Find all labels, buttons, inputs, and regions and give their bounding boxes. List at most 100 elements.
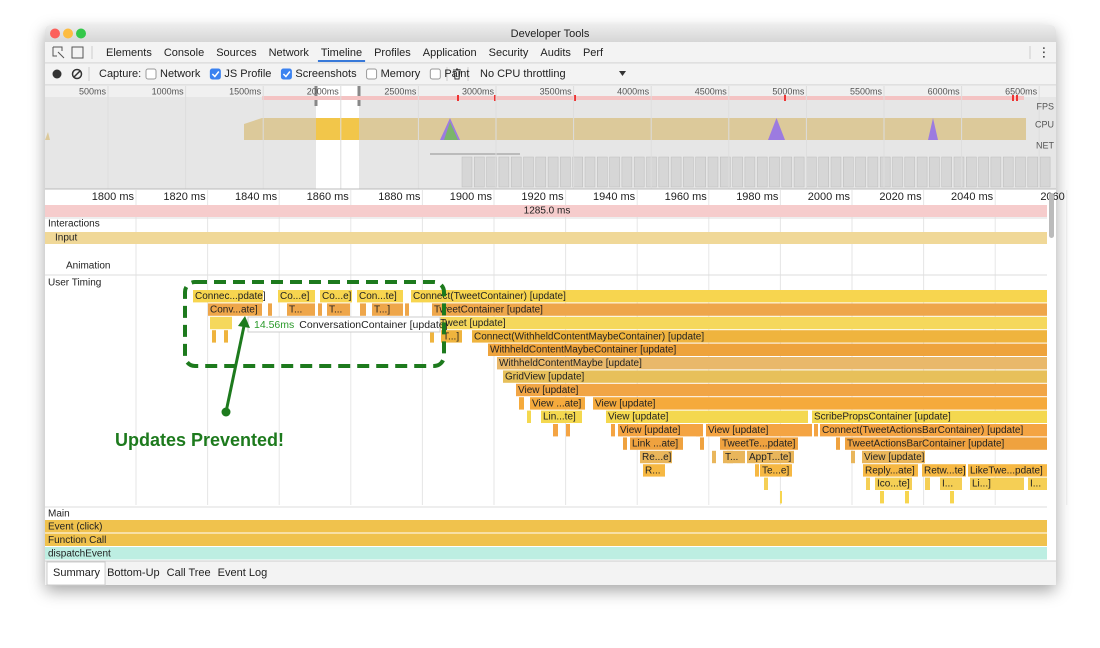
flame-bar[interactable] xyxy=(922,464,966,477)
tab[interactable]: Profiles xyxy=(374,47,411,59)
flame-bar[interactable] xyxy=(516,383,1047,397)
flame-bar[interactable] xyxy=(720,437,798,450)
menu-icon[interactable]: ⋮ xyxy=(1038,44,1051,59)
flame-bar[interactable] xyxy=(968,464,1047,477)
flame-bar[interactable] xyxy=(441,330,462,343)
minimize-button[interactable] xyxy=(63,28,73,39)
checkmark xyxy=(211,71,220,78)
throttling-select[interactable]: No CPU throttling xyxy=(480,68,566,80)
screenshot-thumb xyxy=(720,156,731,188)
tab[interactable]: Security xyxy=(489,47,529,59)
fps-marker xyxy=(1016,95,1018,101)
flame-bar[interactable] xyxy=(845,437,1047,450)
flame-label: View [update] xyxy=(708,425,769,436)
tab[interactable]: Console xyxy=(164,47,204,59)
track-header[interactable]: Input xyxy=(55,233,77,244)
tab[interactable]: Perf xyxy=(583,47,604,59)
flame-bar[interactable] xyxy=(1028,477,1047,490)
flame-bar[interactable] xyxy=(357,290,403,303)
tab[interactable]: Elements xyxy=(106,47,152,59)
track-header[interactable]: Interactions xyxy=(48,219,100,230)
flame-bar[interactable] xyxy=(208,303,262,316)
flame-bar[interactable] xyxy=(193,290,263,303)
flame-bar[interactable] xyxy=(863,464,918,477)
flame-bar[interactable] xyxy=(541,410,582,423)
tab[interactable]: Audits xyxy=(540,47,571,59)
flame-bar[interactable] xyxy=(970,477,1020,490)
screenshot-thumb xyxy=(621,156,633,188)
flame-bar[interactable] xyxy=(862,450,925,464)
flame-bar[interactable] xyxy=(820,424,1047,437)
record-button[interactable] xyxy=(52,69,62,79)
flame-bar[interactable] xyxy=(372,303,403,316)
clear-button[interactable] xyxy=(71,68,83,80)
checkbox[interactable] xyxy=(429,68,441,80)
flame-bar[interactable] xyxy=(497,357,1047,370)
bottom-tab[interactable]: Event Log xyxy=(218,567,268,579)
screenshot-thumb xyxy=(609,156,620,188)
flame-bar[interactable] xyxy=(875,477,912,490)
track-header[interactable]: Main xyxy=(48,509,70,520)
overview-tick: 4500ms xyxy=(695,86,728,96)
flame-bar[interactable] xyxy=(760,464,792,477)
flame-label: LikeTwe...pdate] xyxy=(970,465,1043,476)
track-label: Animation xyxy=(66,261,110,272)
flame-bar[interactable] xyxy=(723,450,745,464)
flame-bar[interactable] xyxy=(747,450,794,464)
flame-label: T... xyxy=(289,305,302,316)
ruler-tick: 1920 ms xyxy=(521,191,564,203)
flame-bar[interactable] xyxy=(812,410,1047,423)
ruler-tick: 1820 ms xyxy=(163,191,206,203)
flame-label: ScribePropsContainer [update] xyxy=(814,412,951,423)
flame-bar[interactable] xyxy=(706,424,812,437)
track-header[interactable]: User Timing xyxy=(48,278,101,289)
tab[interactable]: Timeline xyxy=(321,47,362,59)
trash-icon[interactable] xyxy=(453,68,461,80)
overview-tick: 5000ms xyxy=(772,86,805,96)
checkbox[interactable] xyxy=(366,68,378,80)
screenshot-thumb xyxy=(793,156,805,188)
bottom-tab[interactable]: Call Tree xyxy=(167,567,211,579)
ruler-tick: 1980 ms xyxy=(736,191,779,203)
bottom-tab[interactable]: Bottom-Up xyxy=(107,567,160,579)
flame-sliver xyxy=(700,437,704,450)
checkbox[interactable] xyxy=(145,68,157,80)
tab[interactable]: Application xyxy=(423,47,477,59)
flame-bar[interactable] xyxy=(593,397,1047,410)
tab[interactable]: Sources xyxy=(216,47,257,59)
flame-bar[interactable] xyxy=(320,290,352,303)
main-bar[interactable] xyxy=(45,520,1047,533)
flame-bar[interactable] xyxy=(472,330,1047,343)
flame-bar[interactable] xyxy=(432,303,1047,316)
fps-marker xyxy=(1012,95,1014,101)
inspect-icon[interactable] xyxy=(52,46,65,59)
flame-bar[interactable] xyxy=(278,290,315,303)
flame-bar[interactable] xyxy=(940,477,962,490)
checkbox-label: Screenshots xyxy=(295,68,357,80)
flame-bar[interactable] xyxy=(618,424,703,437)
checkbox[interactable] xyxy=(209,68,221,80)
flame-bar[interactable] xyxy=(630,437,683,450)
main-bar[interactable] xyxy=(45,547,1047,560)
main-bar[interactable] xyxy=(45,533,1047,547)
close-button[interactable] xyxy=(50,28,60,39)
flame-label: Reply...ate] xyxy=(865,465,915,476)
flame-bar[interactable] xyxy=(411,290,1047,303)
flame-bar[interactable] xyxy=(530,397,585,410)
flame-bar[interactable] xyxy=(287,303,315,316)
flame-bar[interactable] xyxy=(606,410,808,423)
flame-bar[interactable] xyxy=(438,316,1047,330)
flame-bar[interactable] xyxy=(503,370,1047,383)
selected-tab xyxy=(46,561,106,586)
checkbox[interactable] xyxy=(280,68,292,80)
tab[interactable]: Network xyxy=(269,47,310,59)
flame-bar[interactable] xyxy=(640,450,672,464)
bottom-tab[interactable]: Summary xyxy=(53,567,101,579)
zoom-button[interactable] xyxy=(76,28,86,39)
flame-bar[interactable] xyxy=(643,464,665,477)
flame-bar[interactable] xyxy=(488,343,1047,356)
device-icon[interactable] xyxy=(71,46,84,59)
fps-band xyxy=(262,96,1024,100)
flame-bar[interactable] xyxy=(327,303,350,316)
flame-sliver xyxy=(553,424,558,437)
